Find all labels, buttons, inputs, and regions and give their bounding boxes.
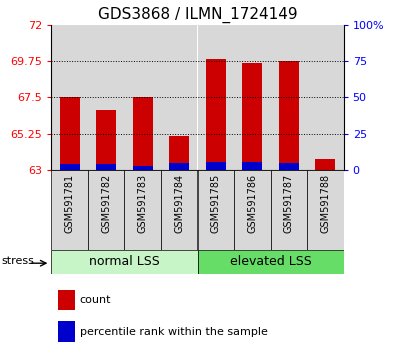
Bar	[234, 25, 271, 170]
Bar	[307, 170, 344, 250]
Bar	[315, 159, 335, 170]
Bar	[51, 250, 198, 274]
Bar	[198, 250, 344, 274]
Text: normal LSS: normal LSS	[89, 256, 160, 268]
Bar	[133, 97, 153, 170]
Bar	[169, 136, 189, 170]
Bar	[60, 97, 80, 170]
Text: elevated LSS: elevated LSS	[230, 256, 311, 268]
Bar	[206, 59, 226, 170]
Bar	[88, 25, 124, 170]
Text: GSM591786: GSM591786	[247, 174, 257, 233]
Bar	[307, 25, 344, 170]
Bar	[279, 61, 299, 170]
Bar	[51, 170, 88, 250]
Bar	[169, 164, 189, 170]
Bar	[242, 63, 262, 170]
Bar	[198, 25, 234, 170]
Bar	[234, 170, 271, 250]
Bar	[161, 25, 198, 170]
Bar	[60, 164, 80, 170]
Bar	[58, 321, 75, 342]
Bar	[51, 25, 88, 170]
Bar	[271, 25, 307, 170]
Text: percentile rank within the sample: percentile rank within the sample	[80, 327, 268, 337]
Bar	[124, 170, 161, 250]
Bar	[133, 166, 153, 170]
Bar	[271, 170, 307, 250]
Bar	[279, 162, 299, 170]
Text: GSM591782: GSM591782	[101, 174, 111, 233]
Text: GSM591787: GSM591787	[284, 174, 294, 233]
Bar	[124, 25, 161, 170]
Text: stress: stress	[1, 256, 34, 266]
Bar	[206, 162, 226, 170]
Text: GSM591785: GSM591785	[211, 174, 221, 233]
Bar	[242, 162, 262, 170]
Bar	[96, 164, 116, 170]
Bar	[96, 110, 116, 170]
Text: GSM591784: GSM591784	[174, 174, 184, 233]
Text: GSM591783: GSM591783	[138, 174, 148, 233]
Bar	[161, 170, 198, 250]
Bar	[198, 170, 234, 250]
Title: GDS3868 / ILMN_1724149: GDS3868 / ILMN_1724149	[98, 7, 297, 23]
Bar	[58, 290, 75, 310]
Text: GSM591781: GSM591781	[65, 174, 75, 233]
Bar	[88, 170, 124, 250]
Text: count: count	[80, 295, 111, 305]
Text: GSM591788: GSM591788	[320, 174, 330, 233]
